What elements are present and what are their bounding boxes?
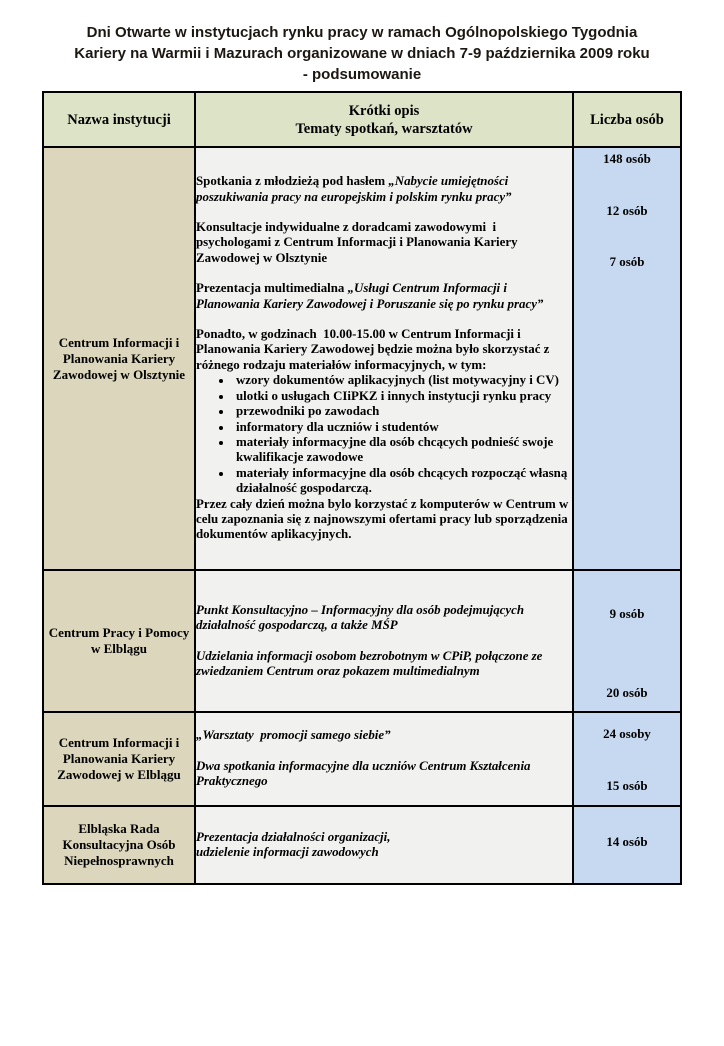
description-paragraph: Spotkania z młodzieżą pod hasłem „Nabyci… (196, 174, 572, 205)
attendee-count: 148 osób (603, 152, 651, 166)
description-paragraph: Przez cały dzień można bylo korzystać z … (196, 497, 572, 543)
header-row: Nazwa instytucji Krótki opis Tematy spot… (42, 91, 682, 148)
description-paragraph: „Warsztaty promocji samego siebie” (196, 728, 572, 743)
materials-bullet-list: wzory dokumentów aplikacyjnych (list mot… (196, 373, 572, 496)
title-line-1: Dni Otwarte w instytucjach rynku pracy w… (86, 24, 638, 41)
bullet-item: wzory dokumentów aplikacyjnych (list mot… (233, 373, 572, 388)
attendee-count: 24 osoby (603, 727, 651, 741)
count-cell: 9 osób 20 osób (572, 569, 682, 713)
description-paragraph: Ponadto, w godzinach 10.00-15.00 w Centr… (196, 327, 572, 373)
table-header: Nazwa instytucji Krótki opis Tematy spot… (42, 91, 682, 148)
title-line-3: - podsumowanie (302, 66, 422, 83)
description-paragraph: Prezentacja multimedialna „Usługi Centru… (196, 281, 572, 312)
quoted-event-title: Punkt Konsultacyjno – Informacyjny dla o… (196, 602, 528, 633)
description-text: Przez cały dzień można bylo korzystać z … (196, 496, 572, 542)
quoted-event-title: Dwa spotkania informacyjne dla uczniów C… (196, 758, 534, 789)
quoted-event-title: Prezentacja działalności organizacji, ud… (196, 829, 391, 859)
attendee-count: 14 osób (606, 835, 648, 849)
bullet-item: ulotki o usługach CIiPKZ i innych instyt… (233, 389, 572, 404)
institution-cell: Centrum Informacji i Planowania Kariery … (42, 711, 196, 807)
attendee-count: 7 osób (609, 255, 645, 269)
description-paragraph: Punkt Konsultacyjno – Informacyjny dla o… (196, 603, 572, 634)
table-row: Elbląska Rada Konsultacyjna Osób Niepełn… (42, 805, 682, 885)
title-line-2: Kariery na Warmii i Mazurach organizowan… (74, 45, 650, 62)
description-cell: Spotkania z młodzieżą pod hasłem „Nabyci… (194, 146, 574, 571)
description-paragraph: Prezentacja działalności organizacji, ud… (196, 830, 572, 861)
bullet-item: materiały informacyjne dla osób chcących… (233, 435, 572, 466)
document-page: Dni Otwarte w instytucjach rynku pracy w… (0, 22, 724, 885)
bullet-item: informatory dla uczniów i studentów (233, 420, 572, 435)
col-header-description: Krótki opis Tematy spotkań, warsztatów (194, 91, 574, 148)
description-text: Prezentacja multimedialna (196, 281, 348, 296)
description-text: Spotkania z młodzieżą pod hasłem (196, 174, 389, 189)
quoted-event-title: Udzielania informacji osobom bezrobotnym… (196, 648, 546, 678)
bullet-item: materiały informacyjne dla osób chcących… (233, 466, 572, 497)
quoted-event-title: „Usługi Centrum Informacji i Planowania … (196, 281, 544, 311)
attendee-count: 9 osób (609, 607, 645, 621)
document-title: Dni Otwarte w instytucjach rynku pracy w… (0, 22, 724, 85)
bullet-item: przewodniki po zawodach (233, 404, 572, 419)
institution-cell: Centrum Pracy i Pomocy w Elblągu (42, 569, 196, 713)
table-row: Centrum Pracy i Pomocy w Elblągu Punkt Ko… (42, 569, 682, 713)
institution-cell: Centrum Informacji i Planowania Kariery … (42, 146, 196, 571)
description-paragraph: Udzielania informacji osobom bezrobotnym… (196, 649, 572, 680)
description-paragraph: Dwa spotkania informacyjne dla uczniów C… (196, 759, 572, 790)
description-text: Ponadto, w godzinach 10.00-15.00 w Centr… (196, 327, 553, 372)
description-text: Konsultacje indywidualne z doradcami zaw… (196, 220, 521, 265)
description-paragraph: Konsultacje indywidualne z doradcami zaw… (196, 220, 572, 266)
count-cell: 148 osób 12 osób 7 osób (572, 146, 682, 571)
table-row: Centrum Informacji i Planowania Kariery … (42, 146, 682, 571)
count-cell: 14 osób (572, 805, 682, 885)
table-body: Centrum Informacji i Planowania Kariery … (42, 146, 682, 885)
attendee-count: 15 osób (606, 779, 648, 793)
description-cell: Prezentacja działalności organizacji, ud… (194, 805, 574, 885)
table-row: Centrum Informacji i Planowania Kariery … (42, 711, 682, 807)
attendee-count: 20 osób (606, 686, 648, 700)
quoted-event-title: „Nabycie umiejętności poszukiwania pracy… (196, 174, 512, 204)
count-cell: 24 osoby 15 osób (572, 711, 682, 807)
description-cell: Punkt Konsultacyjno – Informacyjny dla o… (194, 569, 574, 713)
attendee-count: 12 osób (606, 204, 648, 218)
description-cell: „Warsztaty promocji samego siebie” Dwa sp… (194, 711, 574, 807)
summary-table: Nazwa instytucji Krótki opis Tematy spot… (42, 91, 682, 885)
quoted-event-title: „Warsztaty promocji samego siebie” (196, 728, 391, 743)
col-header-count: Liczba osób (572, 91, 682, 148)
institution-cell: Elbląska Rada Konsultacyjna Osób Niepełn… (42, 805, 196, 885)
col-header-institution: Nazwa instytucji (42, 91, 196, 148)
